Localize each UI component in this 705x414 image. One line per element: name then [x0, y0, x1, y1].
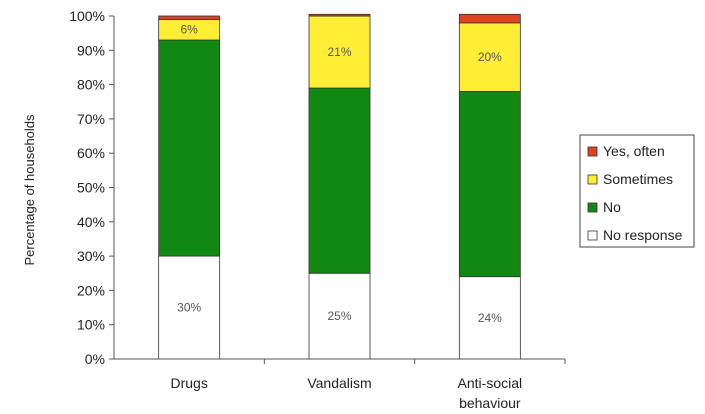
bar-segment — [458, 13, 521, 24]
data-label: 6% — [180, 23, 198, 37]
legend-swatch — [587, 230, 598, 241]
data-label: 25% — [327, 309, 351, 323]
x-category-label: Vandalism — [307, 375, 371, 391]
data-label: 30% — [177, 301, 201, 315]
legend-entry-label: Yes, often — [603, 143, 665, 159]
y-tick-label: 100% — [69, 8, 105, 24]
data-label: 24% — [478, 311, 502, 325]
y-axis: 0% 10% 20% 30% 40% 50% 60% 70% 80% 90% 100% — [69, 8, 115, 367]
legend: Yes, often Sometimes No No response — [579, 134, 695, 248]
x-category-label: Anti-social — [458, 375, 523, 391]
bar-segment — [158, 255, 221, 360]
legend-entry-label: No response — [603, 227, 683, 243]
bar-segment — [458, 22, 521, 92]
x-axis: Drugs Vandalism Anti-social behaviour — [114, 358, 566, 411]
y-tick-label: 10% — [77, 317, 105, 333]
bars: 30% 6% 25% 21% 24% 20% — [158, 13, 521, 360]
y-tick-label: 60% — [77, 145, 105, 161]
y-tick-label: 90% — [77, 42, 105, 58]
y-tick-label: 70% — [77, 111, 105, 127]
bar-segment — [458, 276, 521, 360]
legend-swatch — [587, 174, 598, 185]
y-tick-label: 40% — [77, 214, 105, 230]
data-label: 20% — [478, 50, 502, 64]
bar-segment — [158, 15, 221, 20]
legend-entry-label: Sometimes — [603, 171, 673, 187]
y-tick-label: 80% — [77, 77, 105, 93]
y-tick-label: 20% — [77, 282, 105, 298]
legend-entry-label: No — [603, 199, 621, 215]
legend-swatch — [587, 202, 598, 213]
data-label: 21% — [327, 45, 351, 59]
bar-segment — [308, 87, 371, 274]
bar-segment — [308, 13, 371, 17]
bar-segment — [458, 91, 521, 278]
y-tick-label: 30% — [77, 248, 105, 264]
bar-segment — [308, 15, 371, 89]
legend-swatch — [587, 146, 598, 157]
bar-segment — [308, 272, 371, 360]
bar-segment — [158, 39, 221, 257]
y-tick-label: 50% — [77, 180, 105, 196]
y-tick-label: 0% — [85, 351, 105, 367]
x-category-label: behaviour — [459, 395, 521, 411]
x-category-label: Drugs — [170, 375, 207, 391]
y-axis-label: Percentage of households — [22, 114, 37, 266]
legend-box — [579, 134, 695, 248]
